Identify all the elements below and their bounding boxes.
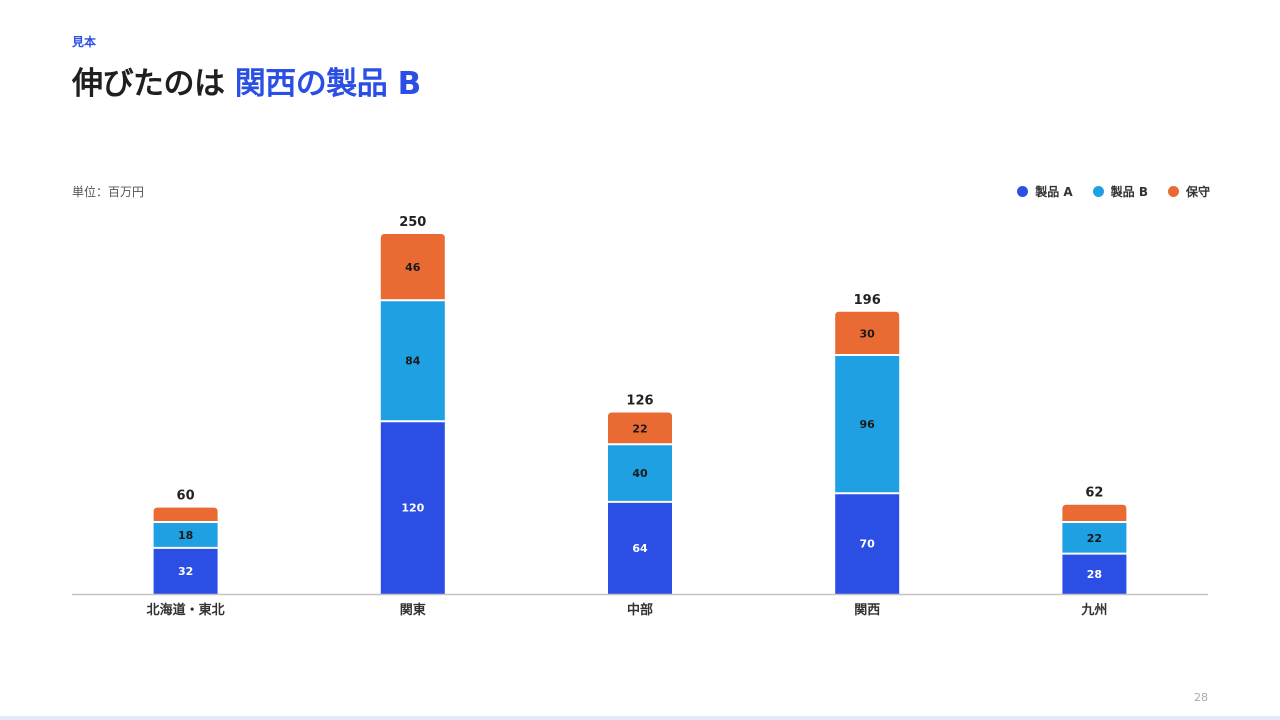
bar-segment <box>1062 504 1127 522</box>
data-label: 70 <box>860 538 876 551</box>
bar-segment <box>608 412 672 445</box>
legend-item-series-1: 製品 B <box>1092 183 1148 200</box>
data-label: 96 <box>860 418 876 431</box>
bar-segment <box>835 493 900 594</box>
x-tick-label: 九州 <box>1080 603 1107 618</box>
chart-legend: 製品 A 製品 B 保守 <box>1017 183 1210 200</box>
data-label: 28 <box>1087 568 1102 581</box>
x-tick-label: 北海道・東北 <box>147 602 225 618</box>
data-label: 46 <box>405 261 421 274</box>
bar-segment <box>153 547 218 594</box>
bar-segment <box>835 311 900 355</box>
bar-segment <box>380 421 445 594</box>
bar-segment <box>153 507 218 522</box>
data-label: 22 <box>1087 532 1102 545</box>
footer-bar <box>0 716 1280 720</box>
bar-segment <box>153 522 218 548</box>
data-label: 32 <box>178 565 193 578</box>
unit-label: 単位：百万円 <box>72 185 145 199</box>
data-label: 22 <box>632 422 647 435</box>
legend-label-series-0: 製品 A <box>1035 185 1073 199</box>
x-tick-label: 中部 <box>627 602 653 618</box>
bar-segment <box>608 444 672 502</box>
total-label: 126 <box>626 394 653 409</box>
bar-segment <box>380 234 445 301</box>
legend-item-series-2: 保守 <box>1167 183 1210 200</box>
title-prefix: 伸びたのは <box>72 66 235 102</box>
legend-swatch-series-1 <box>1092 186 1104 197</box>
x-tick-label: 関西 <box>854 603 880 618</box>
legend-swatch-series-0 <box>1017 186 1029 197</box>
bar-segment <box>380 300 445 422</box>
bar-segment <box>1062 522 1127 554</box>
page-number: 28 <box>1194 691 1208 704</box>
bar-segment <box>1062 553 1127 594</box>
total-label: 250 <box>399 215 426 230</box>
eyebrow-label: 見本 <box>72 35 97 49</box>
legend-item-series-0: 製品 A <box>1017 183 1073 200</box>
data-label: 40 <box>632 467 648 480</box>
total-label: 60 <box>177 489 195 504</box>
data-label: 30 <box>860 327 876 340</box>
data-label: 120 <box>401 502 424 515</box>
legend-swatch-series-2 <box>1167 186 1179 197</box>
data-label: 18 <box>178 529 193 542</box>
legend-label-series-2: 保守 <box>1185 185 1210 199</box>
legend-label-series-1: 製品 B <box>1110 185 1148 199</box>
title-accent: 関西の製品 B <box>234 66 421 102</box>
bar-segment <box>835 354 900 494</box>
total-label: 62 <box>1085 486 1103 501</box>
page-title: 伸びたのは 関西の製品 B <box>72 58 421 103</box>
bar-segment <box>608 501 672 594</box>
data-label: 64 <box>632 542 648 555</box>
data-label: 84 <box>405 355 421 368</box>
x-tick-label: 関東 <box>400 602 426 618</box>
total-label: 196 <box>854 293 881 308</box>
